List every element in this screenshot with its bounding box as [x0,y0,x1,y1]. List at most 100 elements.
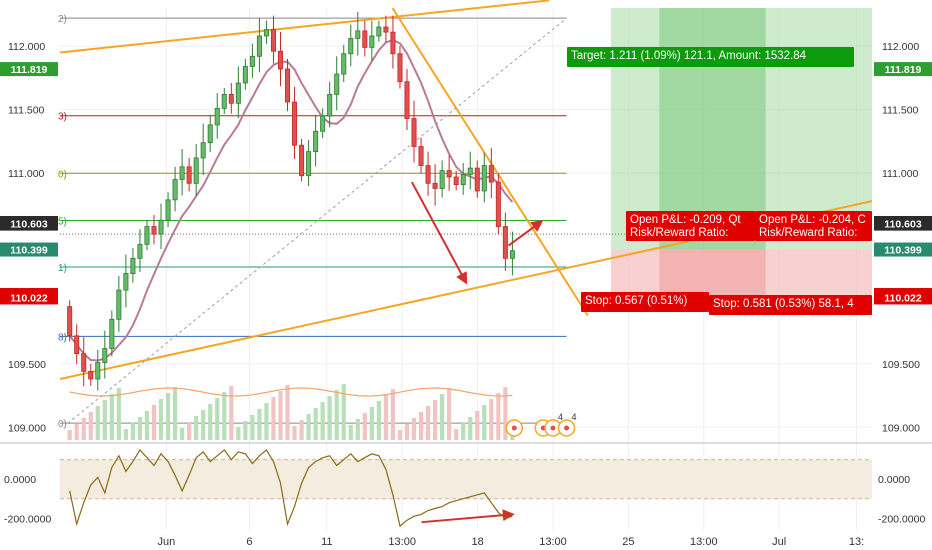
candle-body [137,243,143,259]
volume-bar [503,387,508,440]
position-labels[interactable]: Target: 1.211 (1.09%) 121.1, Amount: 153… [567,47,872,315]
event-marker-count: 4 [572,412,577,422]
volume-bar [292,426,297,440]
price-tick-label: 112.000 [8,41,45,53]
volume-bar [151,405,157,440]
candle-body [488,165,494,183]
pnl-label-1-box[interactable] [626,211,755,241]
fib-level-label: 2) [58,14,67,25]
volume-bar [348,425,353,440]
volume-bar [116,388,121,440]
target-label[interactable]: Target: 1.211 (1.09%) 121.1, Amount: 153… [567,47,854,67]
volume-bar [320,402,325,440]
fib-level-label: 8) [58,332,67,343]
volume-bar [355,419,360,440]
candle-body [228,94,234,104]
price-badge [0,290,58,305]
candle-body [411,118,417,147]
candle-body [193,157,199,184]
stop-label-2-box[interactable] [709,295,872,315]
target-label-text[interactable]: Target: 1.211 (1.09%) 121.1, Amount: 153… [571,50,807,62]
volume-average-line [69,387,513,397]
volume-bar [67,430,72,440]
price-badge-text: 110.022 [884,292,922,304]
volume-bar [194,416,199,440]
candle-body [341,53,347,75]
candle-body [467,167,473,175]
price-tick-label: 109.000 [8,422,46,434]
volume-bar [341,384,346,440]
stop-label-1-box[interactable] [581,292,709,312]
volume-bar [144,411,150,440]
volume-bar [222,392,227,440]
time-tick-label: 18 [471,536,483,548]
annotation-arrows [410,181,544,524]
indicator-tick-label: -200.0000 [4,513,51,525]
fib-level-label: 3) [58,112,67,123]
volume-bar [201,410,206,440]
candle-body [362,30,368,48]
candle-body [369,35,375,48]
candle-body [481,165,487,192]
target-label-box[interactable] [567,47,854,67]
volume-bar [432,400,438,440]
volume-bar [215,398,220,440]
time-tick-label: Jul [772,536,786,548]
volume-bar [482,405,487,440]
candle-body [179,166,185,180]
volume-bar [496,393,501,440]
price-badge [0,62,58,77]
volume-bar [425,406,431,440]
volume-bar [327,396,332,440]
candles [67,11,515,391]
stop-label-1-text[interactable]: Stop: 0.567 (0.51%) [585,295,687,307]
candle-body [404,81,410,119]
candle-body [277,50,284,70]
candle-body [207,124,213,144]
candle-body [116,289,122,320]
stop-label-2-text[interactable]: Stop: 0.581 (0.53%) 58.1, 4 [713,298,854,310]
candle-body [453,176,459,186]
event-marker-dot [511,425,517,431]
candle-body [376,26,382,37]
pnl-label-2-text[interactable]: Risk/Reward Ratio: [759,227,857,239]
pnl-label-1-text[interactable]: Open P&L: -0.209, Qt [630,214,741,226]
time-tick-label: 13:00 [388,536,416,548]
volume-bar [95,406,100,440]
price-badge-text: 110.022 [10,292,48,304]
fib-diagonal-line [67,17,567,424]
candle-body [383,26,389,33]
candle-body [292,101,298,146]
candle-body [299,144,305,177]
candle-body [502,226,508,259]
volume-bar [264,403,269,440]
pnl-label-2-text[interactable]: Open P&L: -0.204, C [759,214,866,226]
time-tick-label: 6 [246,536,252,548]
candle-body [460,174,466,186]
indicator-band [60,459,872,499]
volume-bar [468,417,473,440]
price-tick-label: 111.000 [8,168,45,180]
candle-body [165,199,171,221]
volume-bars [67,384,515,440]
fib-level-label: 1) [58,263,67,274]
price-badge-text: 110.603 [884,219,922,231]
candle-body [474,167,480,192]
stop-label-2[interactable]: Stop: 0.581 (0.53%) 58.1, 4 [709,295,872,315]
volume-bar [208,404,213,440]
candle-body [285,68,291,103]
candle-body [320,115,326,132]
price-badge-text: 111.819 [11,64,48,76]
pnl-label-1-text[interactable]: Risk/Reward Ratio: [630,227,728,239]
volume-bar [243,421,248,440]
stop-label-1[interactable]: Stop: 0.567 (0.51%) [581,292,709,312]
pnl-label-2-box[interactable] [755,211,872,241]
volume-bar [369,407,374,440]
price-tick-label: 111.000 [882,168,919,180]
volume-bar [404,424,410,440]
volume-bar [397,430,403,440]
volume-bar [489,399,494,440]
